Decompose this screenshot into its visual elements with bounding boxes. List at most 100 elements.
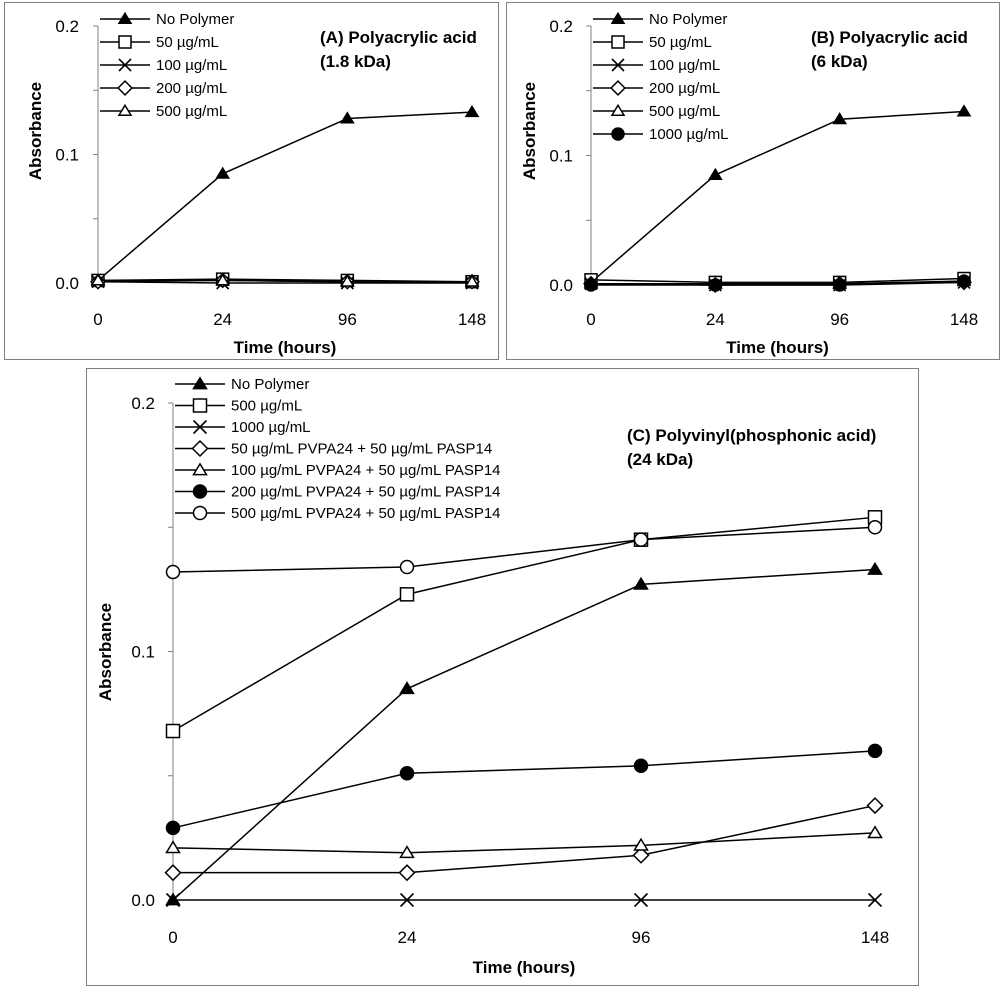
x-tick-label: 0	[93, 310, 102, 329]
legend-marker	[192, 419, 208, 435]
data-point	[867, 825, 883, 839]
y-tick-label: 0.1	[549, 147, 573, 166]
data-point	[867, 743, 883, 759]
data-point	[633, 576, 649, 590]
data-point	[957, 274, 971, 288]
y-axis-label: Absorbance	[520, 82, 539, 180]
series-line	[97, 111, 473, 281]
legend-marker	[117, 103, 133, 117]
data-point	[956, 104, 972, 117]
series-1	[165, 510, 883, 739]
legend-label: 500 µg/mL	[231, 398, 302, 415]
x-axis-label: Time (hours)	[726, 338, 829, 357]
legend-label: 50 µg/mL	[156, 34, 219, 51]
x-tick-label: 148	[458, 310, 486, 329]
legend-label: 100 µg/mL	[156, 57, 227, 74]
data-point	[165, 564, 181, 580]
series-line	[591, 280, 965, 286]
chart-subtitle: (1.8 kDa)	[320, 52, 391, 71]
legend-marker	[192, 484, 208, 499]
series-5	[584, 274, 971, 292]
series-0	[583, 104, 972, 288]
x-tick-label: 0	[168, 928, 177, 947]
x-tick-label: 148	[861, 928, 889, 947]
chart-subtitle: (6 kDa)	[811, 52, 868, 71]
series-line	[172, 526, 876, 573]
data-point	[399, 681, 415, 695]
legend-label: 50 µg/mL PVPA24 + 50 µg/mL PASP14	[231, 441, 492, 458]
legend-label: 100 µg/mL	[649, 57, 720, 74]
data-point	[215, 166, 230, 179]
legend-label: 1000 µg/mL	[649, 126, 729, 143]
data-point	[90, 273, 106, 286]
chart-subtitle: (24 kDa)	[627, 450, 693, 469]
series-0	[165, 561, 883, 906]
data-point	[340, 111, 355, 124]
legend-marker	[118, 58, 132, 72]
x-tick-label: 96	[338, 310, 357, 329]
y-axis-label: Absorbance	[96, 603, 115, 701]
data-point	[164, 864, 182, 882]
y-tick-label: 0.2	[131, 394, 155, 413]
data-point	[398, 864, 416, 882]
data-point	[399, 587, 415, 602]
series-6	[165, 520, 883, 580]
legend-marker	[192, 462, 208, 476]
x-tick-label: 96	[830, 310, 849, 329]
chart-panel-b: 0.0 0.1 0.2 0 24 96 148 Time (hours) Absorbance (…	[506, 2, 1000, 360]
legend-label: 1000 µg/mL	[231, 419, 311, 436]
series-line	[97, 280, 472, 284]
legend-label: No Polymer	[231, 376, 309, 393]
legend-marker	[611, 58, 625, 72]
data-point	[708, 167, 723, 180]
series-line	[590, 277, 965, 284]
chart-panel-a: 0.0 0.1 0.2 0 24 96 148 Time (hours) Absorbance (…	[4, 2, 499, 360]
chart-a-svg: 0.0 0.1 0.2 0 24 96 148 Time (hours) Absorbance (…	[26, 11, 486, 357]
series-line	[590, 110, 965, 283]
legend-marker	[610, 11, 626, 25]
series-0	[90, 104, 480, 286]
y-tick-label: 0.2	[55, 17, 79, 36]
chart-panel-c: 0.0 0.1 0.2 0 24 96 148 Time (hours) Absorbance (…	[86, 368, 919, 986]
series-line	[172, 568, 876, 901]
data-point	[399, 766, 415, 781]
data-point	[399, 845, 415, 859]
legend-label: 500 µg/mL	[156, 103, 227, 120]
legend-marker	[192, 505, 208, 521]
series-line	[173, 804, 876, 874]
chart-c-svg: 0.0 0.1 0.2 0 24 96 148 Time (hours) Absorbance (…	[96, 376, 889, 977]
data-point	[867, 892, 883, 908]
data-point	[832, 278, 847, 292]
data-point	[632, 846, 650, 864]
legend-marker	[117, 11, 133, 25]
y-tick-label: 0.2	[549, 17, 573, 36]
data-point	[399, 559, 415, 575]
legend-label: 500 µg/mL	[649, 103, 720, 120]
legend-marker	[192, 376, 208, 390]
data-point	[464, 274, 480, 287]
series-4	[165, 825, 883, 859]
legend-label: 100 µg/mL PVPA24 + 50 µg/mL PASP14	[231, 462, 501, 479]
data-point	[340, 274, 355, 287]
chart-title: (A) Polyacrylic acid	[320, 28, 477, 47]
series-line	[172, 516, 876, 732]
legend-label: 200 µg/mL	[649, 80, 720, 97]
data-point	[708, 278, 723, 292]
legend-marker	[191, 439, 209, 458]
data-point	[165, 820, 181, 836]
data-point	[165, 892, 181, 908]
data-point	[165, 723, 181, 739]
legend: No Polymer 50 µg/mL 100 µg/mL 200 µg/mL 500 …	[100, 11, 234, 120]
x-axis-label: Time (hours)	[234, 338, 337, 357]
series-1	[584, 271, 971, 290]
x-tick-label: 0	[586, 310, 595, 329]
legend-label: 50 µg/mL	[649, 34, 712, 51]
x-tick-label: 24	[706, 310, 725, 329]
series-line	[172, 750, 876, 829]
data-point	[584, 278, 598, 292]
legend-marker	[610, 80, 626, 96]
y-tick-label: 0.0	[131, 891, 155, 910]
data-point	[215, 273, 230, 286]
y-tick-label: 0.0	[549, 276, 573, 295]
series-2	[165, 892, 883, 908]
